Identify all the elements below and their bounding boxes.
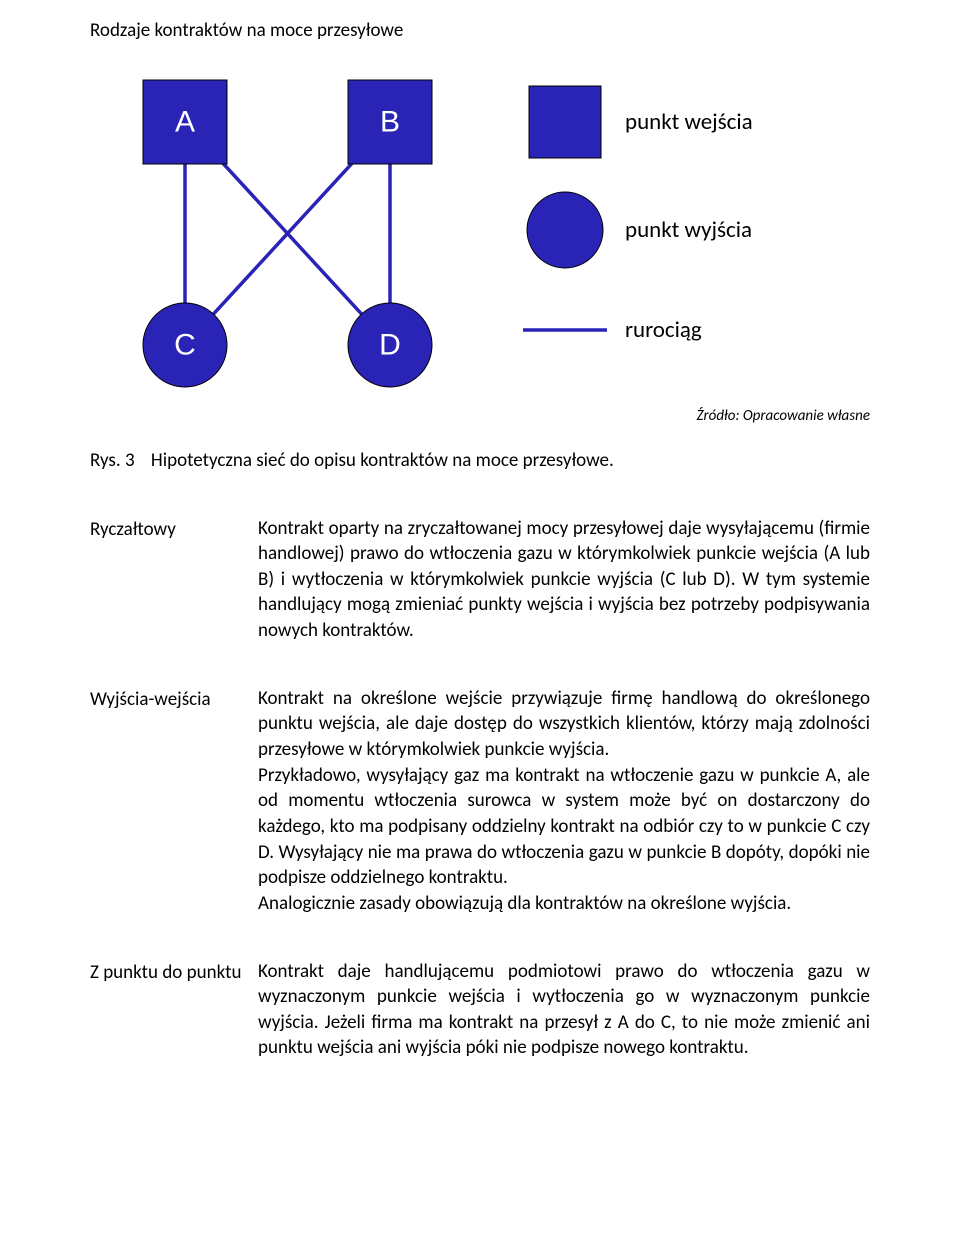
definition-term: Z punktu do punktu bbox=[90, 959, 258, 1062]
definition-paragraph: Przykładowo, wysyłający gaz ma kontrakt … bbox=[258, 763, 870, 891]
definition-body: Kontrakt na określone wejście przywiązuj… bbox=[258, 686, 870, 917]
definition-term: Ryczałtowy bbox=[90, 516, 258, 644]
definition-row: Wyjścia-wejściaKontrakt na określone wej… bbox=[90, 686, 870, 917]
definition-paragraph: Kontrakt oparty na zryczałtowanej mocy p… bbox=[258, 516, 870, 644]
definition-body: Kontrakt oparty na zryczałtowanej mocy p… bbox=[258, 516, 870, 644]
legend-label: punkt wejścia bbox=[625, 108, 753, 136]
node-label-A: A bbox=[175, 105, 195, 138]
legend-circle-icon bbox=[527, 192, 603, 268]
definition-paragraph: Kontrakt daje handlującemu podmiotowi pr… bbox=[258, 959, 870, 1062]
definition-paragraph: Analogicznie zasady obowiązują dla kontr… bbox=[258, 891, 870, 917]
legend-label: punkt wyjścia bbox=[625, 216, 752, 244]
figure-caption: Rys. 3 Hipotetyczna sieć do opisu kontra… bbox=[90, 448, 870, 474]
node-label-C: C bbox=[174, 328, 196, 361]
figure-source: Źródło: Opracowanie własne bbox=[90, 406, 870, 426]
figure-caption-text: Hipotetyczna sieć do opisu kontraktów na… bbox=[151, 449, 614, 472]
network-diagram: A B C Dpunkt wejścia punkt wyjścia rurociąg bbox=[90, 72, 790, 402]
definition-body: Kontrakt daje handlującemu podmiotowi pr… bbox=[258, 959, 870, 1062]
legend-square-icon bbox=[529, 86, 601, 158]
definition-paragraph: Kontrakt na określone wejście przywiązuj… bbox=[258, 686, 870, 763]
definition-row: Z punktu do punktuKontrakt daje handlują… bbox=[90, 959, 870, 1062]
legend-label: rurociąg bbox=[625, 316, 702, 344]
node-label-B: B bbox=[380, 105, 400, 138]
definition-row: RyczałtowyKontrakt oparty na zryczałtowa… bbox=[90, 516, 870, 644]
page-title: Rodzaje kontraktów na moce przesyłowe bbox=[90, 18, 870, 44]
diagram-container: A B C Dpunkt wejścia punkt wyjścia rurociąg bbox=[90, 72, 870, 402]
node-label-D: D bbox=[379, 328, 401, 361]
figure-label: Rys. 3 bbox=[90, 448, 135, 474]
definitions-list: RyczałtowyKontrakt oparty na zryczałtowa… bbox=[90, 516, 870, 1062]
definition-term: Wyjścia-wejścia bbox=[90, 686, 258, 917]
